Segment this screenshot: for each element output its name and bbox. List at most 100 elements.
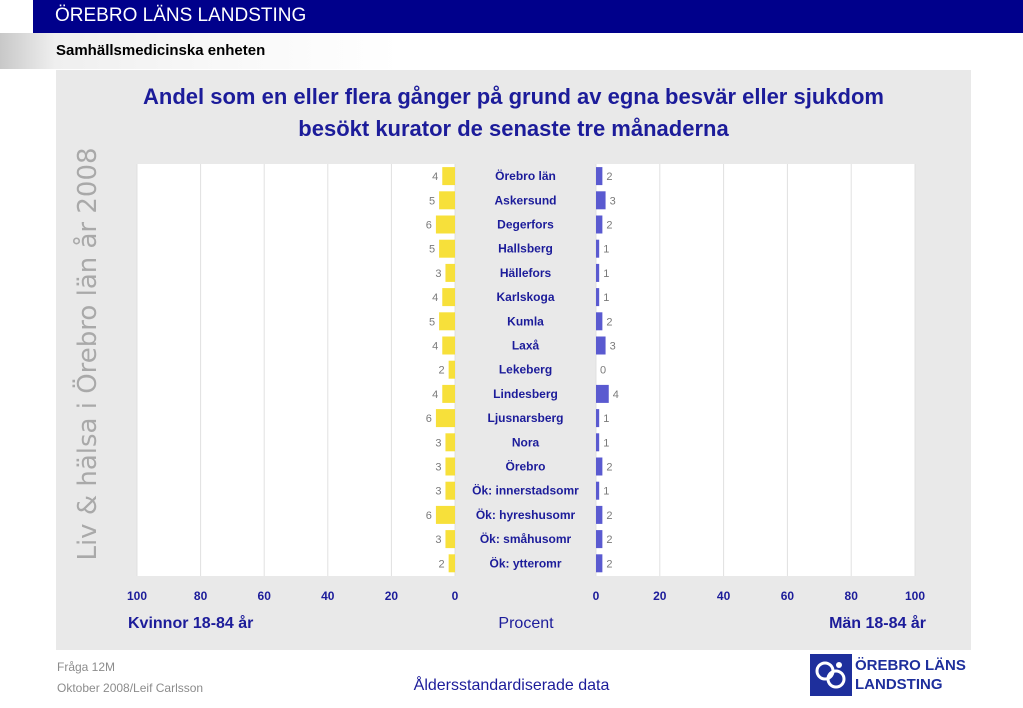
men-bar bbox=[596, 215, 603, 234]
women-value-label: 6 bbox=[426, 510, 432, 522]
category-label: Laxå bbox=[512, 339, 540, 353]
category-label: Askersund bbox=[494, 193, 556, 207]
right-tick-label: 100 bbox=[905, 589, 925, 603]
footer-date-author: Oktober 2008/Leif Carlsson bbox=[57, 681, 204, 695]
men-value-label: 2 bbox=[606, 558, 612, 570]
women-bar bbox=[445, 530, 455, 549]
women-bar bbox=[442, 288, 455, 307]
women-bar bbox=[435, 215, 455, 234]
category-label: Lekeberg bbox=[499, 363, 552, 377]
men-value-label: 1 bbox=[603, 413, 609, 425]
logo-line1: ÖREBRO LÄNS bbox=[855, 657, 966, 674]
header-bar: ÖREBRO LÄNS LANDSTING bbox=[33, 0, 1023, 33]
org-name: ÖREBRO LÄNS LANDSTING bbox=[55, 5, 307, 26]
logo-line2: LANDSTING bbox=[855, 676, 943, 693]
women-value-label: 6 bbox=[426, 220, 432, 232]
logo-emblem bbox=[810, 654, 852, 696]
men-value-label: 1 bbox=[603, 486, 609, 498]
men-bar bbox=[596, 288, 600, 307]
chart-title-line1: Andel som en eller flera gånger på grund… bbox=[143, 84, 884, 109]
category-label: Ök: ytteromr bbox=[489, 555, 561, 570]
left-tick-label: 60 bbox=[258, 589, 272, 603]
men-value-label: 3 bbox=[610, 341, 616, 353]
women-bar bbox=[435, 409, 455, 428]
category-label: Ljusnarsberg bbox=[487, 411, 563, 425]
women-value-label: 3 bbox=[435, 437, 441, 449]
men-bar bbox=[596, 433, 600, 452]
x-axis-label: Procent bbox=[498, 615, 554, 632]
women-bar bbox=[439, 191, 455, 210]
left-tick-label: 20 bbox=[385, 589, 399, 603]
women-bar bbox=[439, 312, 455, 331]
men-bar bbox=[596, 336, 606, 355]
women-value-label: 5 bbox=[429, 316, 435, 328]
men-value-label: 2 bbox=[606, 534, 612, 546]
category-label: Karlskoga bbox=[496, 290, 554, 304]
left-tick-label: 100 bbox=[127, 589, 147, 603]
left-tick-label: 40 bbox=[321, 589, 335, 603]
left-tick-label: 80 bbox=[194, 589, 208, 603]
men-bar bbox=[596, 312, 603, 331]
category-label: Ök: hyreshusomr bbox=[476, 507, 576, 522]
women-value-label: 3 bbox=[435, 486, 441, 498]
women-bar bbox=[435, 505, 455, 524]
men-value-label: 0 bbox=[600, 365, 606, 377]
women-value-label: 3 bbox=[435, 268, 441, 280]
men-value-label: 2 bbox=[606, 510, 612, 522]
men-bar bbox=[596, 191, 606, 210]
women-value-label: 4 bbox=[432, 171, 438, 183]
logo-text: ÖREBRO LÄNS LANDSTING bbox=[855, 656, 966, 694]
men-bar bbox=[596, 409, 600, 428]
men-value-label: 2 bbox=[606, 220, 612, 232]
women-value-label: 6 bbox=[426, 413, 432, 425]
women-value-label: 4 bbox=[432, 389, 438, 401]
category-label: Örebro län bbox=[495, 168, 556, 183]
men-value-label: 4 bbox=[613, 389, 619, 401]
men-bar bbox=[596, 384, 609, 403]
unit-name: Samhällsmedicinska enheten bbox=[56, 42, 266, 59]
women-value-label: 3 bbox=[435, 462, 441, 474]
men-bar bbox=[596, 263, 600, 282]
men-bar bbox=[596, 239, 600, 258]
women-value-label: 2 bbox=[439, 558, 445, 570]
men-value-label: 2 bbox=[606, 462, 612, 474]
category-label: Degerfors bbox=[497, 218, 554, 232]
men-value-label: 1 bbox=[603, 268, 609, 280]
category-label: Kumla bbox=[507, 314, 544, 328]
right-axis-label: Män 18-84 år bbox=[829, 614, 926, 632]
category-label: Hällefors bbox=[500, 266, 552, 280]
men-bar bbox=[596, 167, 603, 186]
men-bar bbox=[596, 457, 603, 476]
right-tick-label: 40 bbox=[717, 589, 731, 603]
left-tick-label: 0 bbox=[452, 589, 459, 603]
women-bar bbox=[445, 457, 455, 476]
subheader-bar: Samhällsmedicinska enheten bbox=[0, 33, 1023, 69]
women-value-label: 2 bbox=[439, 365, 445, 377]
left-axis-label: Kvinnor 18-84 år bbox=[128, 614, 253, 632]
men-bar bbox=[596, 554, 603, 573]
men-value-label: 3 bbox=[610, 195, 616, 207]
right-tick-label: 80 bbox=[845, 589, 859, 603]
women-value-label: 3 bbox=[435, 534, 441, 546]
category-label: Lindesberg bbox=[493, 387, 558, 401]
right-plot-area bbox=[596, 164, 915, 576]
men-value-label: 1 bbox=[603, 244, 609, 256]
men-value-label: 1 bbox=[603, 292, 609, 304]
women-bar bbox=[448, 554, 455, 573]
category-label: Ök: småhusomr bbox=[480, 531, 572, 546]
women-value-label: 4 bbox=[432, 341, 438, 353]
women-bar bbox=[448, 360, 455, 379]
category-label: Nora bbox=[512, 435, 540, 449]
women-bar bbox=[445, 263, 455, 282]
chart-title-line2: besökt kurator de senaste tre månaderna bbox=[298, 116, 729, 141]
category-label: Hallsberg bbox=[498, 242, 553, 256]
women-value-label: 5 bbox=[429, 195, 435, 207]
footer-question: Fråga 12M bbox=[57, 660, 116, 674]
category-label: Ök: innerstadsomr bbox=[472, 483, 579, 498]
right-tick-label: 20 bbox=[653, 589, 667, 603]
women-bar bbox=[442, 384, 455, 403]
women-bar bbox=[445, 433, 455, 452]
men-bar bbox=[596, 505, 603, 524]
women-bar bbox=[442, 167, 455, 186]
